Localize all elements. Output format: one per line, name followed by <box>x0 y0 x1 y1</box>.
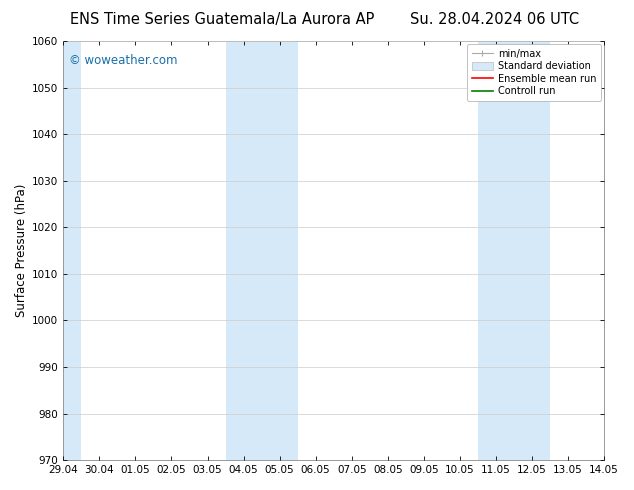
Legend: min/max, Standard deviation, Ensemble mean run, Controll run: min/max, Standard deviation, Ensemble me… <box>467 44 601 101</box>
Text: © woweather.com: © woweather.com <box>68 53 177 67</box>
Text: Su. 28.04.2024 06 UTC: Su. 28.04.2024 06 UTC <box>410 12 579 27</box>
Bar <box>45 41 81 460</box>
Text: ENS Time Series Guatemala/La Aurora AP: ENS Time Series Guatemala/La Aurora AP <box>70 12 374 27</box>
Y-axis label: Surface Pressure (hPa): Surface Pressure (hPa) <box>15 184 28 318</box>
Bar <box>226 41 297 460</box>
Bar <box>478 41 550 460</box>
